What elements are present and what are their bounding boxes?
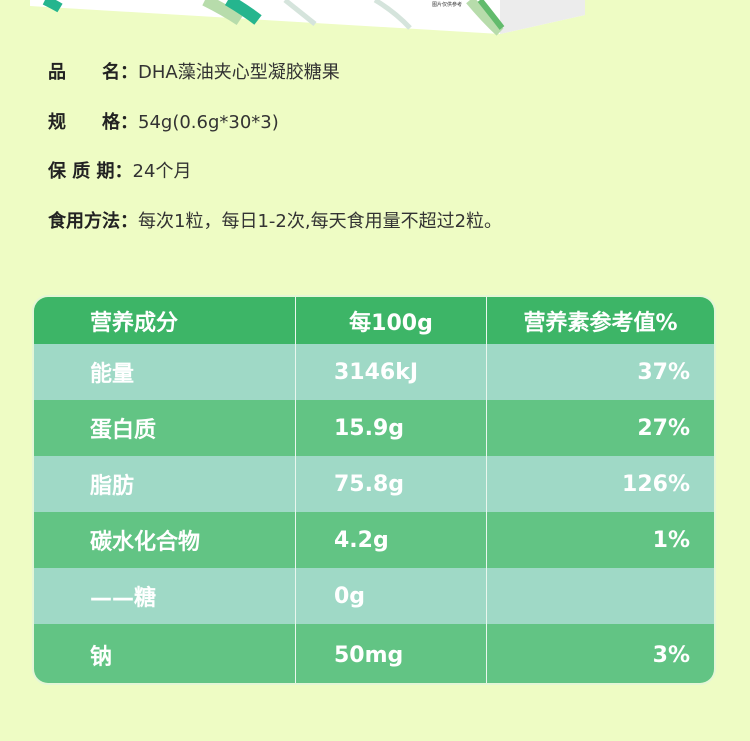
table-header: 营养成分 每100g 营养素参考值% <box>34 297 714 344</box>
info-shelf-life: 保 质 期：24个月 <box>48 161 192 182</box>
cell: 3146kJ <box>296 344 487 400</box>
info-spec: 规 格：54g(0.6g*30*3) <box>48 112 279 133</box>
cell: 1% <box>652 527 690 553</box>
table-row: 碳水化合物 4.2g 1% <box>34 512 714 568</box>
image-note: 图片仅供参考 <box>432 1 462 8</box>
table-row: 蛋白质 15.9g 27% <box>34 400 714 456</box>
cell: 脂肪 <box>34 456 296 512</box>
table-row: ——糖 0g <box>34 568 714 624</box>
cell: 37% <box>637 359 690 385</box>
cell: ——糖 <box>34 568 296 624</box>
info-name: 品 名：DHA藻油夹心型凝胶糖果 <box>48 62 340 83</box>
nutrition-table: 营养成分 每100g 营养素参考值% 能量 3146kJ 37% 蛋白质 15.… <box>32 295 716 685</box>
header-cell: 营养成分 <box>34 297 296 344</box>
cell: 126% <box>622 471 690 497</box>
cell: 0g <box>296 568 487 624</box>
cell: 钠 <box>34 624 296 683</box>
cell <box>487 568 714 624</box>
table-row: 能量 3146kJ 37% <box>34 344 714 400</box>
info-usage: 食用方法：每次1粒，每日1-2次,每天食用量不超过2粒。 <box>48 211 503 232</box>
cell: 50mg <box>296 624 487 683</box>
header-cell: 每100g <box>296 297 487 344</box>
cell: 碳水化合物 <box>34 512 296 568</box>
cell: 4.2g <box>296 512 487 568</box>
cell: 能量 <box>34 344 296 400</box>
product-box-image: 图片仅供参考 <box>30 0 585 36</box>
cell: 15.9g <box>296 400 487 456</box>
cell: 3% <box>652 642 690 668</box>
header-cell: 营养素参考值% <box>523 310 678 336</box>
table-row: 脂肪 75.8g 126% <box>34 456 714 512</box>
cell: 蛋白质 <box>34 400 296 456</box>
cell: 27% <box>637 415 690 441</box>
table-row: 钠 50mg 3% <box>34 624 714 683</box>
cell: 75.8g <box>296 456 487 512</box>
